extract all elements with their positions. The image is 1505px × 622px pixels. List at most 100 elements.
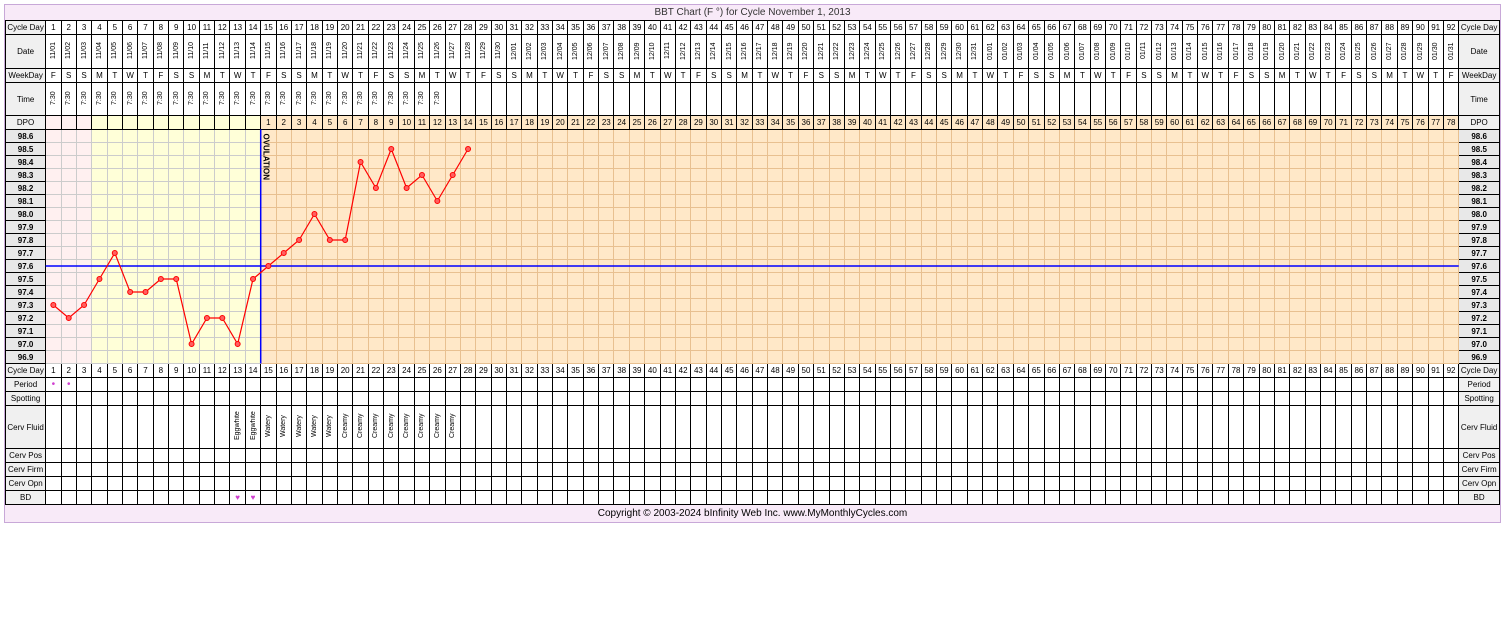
time-cell (737, 83, 752, 116)
temp-cell (1321, 312, 1336, 325)
temp-cell (829, 247, 844, 260)
spotting-cell (1059, 392, 1074, 406)
bd-cell (322, 491, 337, 505)
bd-cell (307, 491, 322, 505)
cerv-fluid-cell (491, 406, 506, 449)
temp-cell (1090, 234, 1105, 247)
cerv-cell (814, 477, 829, 491)
time-cell (890, 83, 905, 116)
cerv-fluid-cell (967, 406, 982, 449)
temp-cell (814, 156, 829, 169)
time-cell: 7:30 (430, 83, 445, 116)
temp-cell (245, 273, 260, 286)
temp-cell (506, 286, 521, 299)
temp-cell (1136, 169, 1151, 182)
date-cell: 12/02 (522, 35, 537, 69)
cycle-day-cell: 72 (1136, 21, 1151, 35)
date-cell: 01/05 (1044, 35, 1059, 69)
temp-cell (844, 195, 859, 208)
temp-cell (952, 299, 967, 312)
spotting-cell (906, 392, 921, 406)
temp-cell (1259, 286, 1274, 299)
cerv-cell (76, 477, 91, 491)
temp-cell (76, 169, 91, 182)
cycle-day-cell: 27 (445, 364, 460, 378)
temp-cell (414, 143, 429, 156)
time-cell: 7:30 (184, 83, 199, 116)
temp-cell (1136, 260, 1151, 273)
temp-cell (476, 247, 491, 260)
date-cell: 11/21 (353, 35, 368, 69)
cerv-fluid-cell (184, 406, 199, 449)
temp-cell (92, 130, 107, 143)
date-cell: 11/22 (368, 35, 383, 69)
cerv-cell (368, 449, 383, 463)
temp-cell (1075, 351, 1090, 364)
cerv-fluid-cell (460, 406, 475, 449)
temp-cell (1443, 260, 1458, 273)
dpo-cell: 18 (522, 116, 537, 130)
temp-cell (1351, 130, 1366, 143)
cerv-cell (1259, 477, 1274, 491)
temp-cell (768, 286, 783, 299)
temp-cell (230, 312, 245, 325)
weekday-cell: W (1413, 69, 1428, 83)
cerv-fluid-cell: Creamy (430, 406, 445, 449)
temp-cell (1121, 195, 1136, 208)
temp-cell (506, 195, 521, 208)
temp-cell (1121, 299, 1136, 312)
temp-cell (1059, 312, 1074, 325)
temp-cell (937, 182, 952, 195)
temp-cell (1090, 247, 1105, 260)
temp-cell (860, 156, 875, 169)
temp-cell (1397, 221, 1412, 234)
time-cell (983, 83, 998, 116)
date-cell: 11/30 (491, 35, 506, 69)
temp-cell (568, 247, 583, 260)
period-cell (1167, 378, 1182, 392)
cycle-day-cell: 29 (476, 364, 491, 378)
temp-cell (1367, 338, 1382, 351)
temp-cell (230, 156, 245, 169)
date-cell: 01/31 (1443, 35, 1458, 69)
temp-cell (1090, 273, 1105, 286)
temp-cell (553, 299, 568, 312)
dpo-cell (76, 116, 91, 130)
temp-cell (184, 169, 199, 182)
temp-cell (875, 286, 890, 299)
temp-cell (721, 169, 736, 182)
period-cell (1105, 378, 1120, 392)
cerv-fluid-cell (798, 406, 813, 449)
temp-cell (307, 247, 322, 260)
temp-cell (967, 156, 982, 169)
time-cell: 7:30 (322, 83, 337, 116)
temp-cell (967, 169, 982, 182)
temp-cell (399, 130, 414, 143)
temp-cell (706, 169, 721, 182)
cerv-cell (983, 477, 998, 491)
weekday-cell: F (583, 69, 598, 83)
period-cell (430, 378, 445, 392)
temp-cell (384, 143, 399, 156)
temp-cell (1013, 247, 1028, 260)
row-label-right: BD (1459, 491, 1500, 505)
temp-cell (491, 169, 506, 182)
date-cell: 11/15 (261, 35, 276, 69)
temp-cell (215, 260, 230, 273)
temp-cell (921, 221, 936, 234)
period-cell (1367, 378, 1382, 392)
temp-cell (1152, 312, 1167, 325)
temp-cell (814, 130, 829, 143)
dpo-cell: 5 (322, 116, 337, 130)
temp-cell (107, 312, 122, 325)
date-cell: 11/06 (122, 35, 137, 69)
temp-cell (399, 234, 414, 247)
temp-cell (1244, 247, 1259, 260)
temp-cell (937, 338, 952, 351)
weekday-cell: M (1274, 69, 1289, 83)
temp-cell (1121, 273, 1136, 286)
temp-cell (568, 234, 583, 247)
temp-cell (491, 351, 506, 364)
time-cell: 7:30 (215, 83, 230, 116)
cerv-cell (983, 449, 998, 463)
